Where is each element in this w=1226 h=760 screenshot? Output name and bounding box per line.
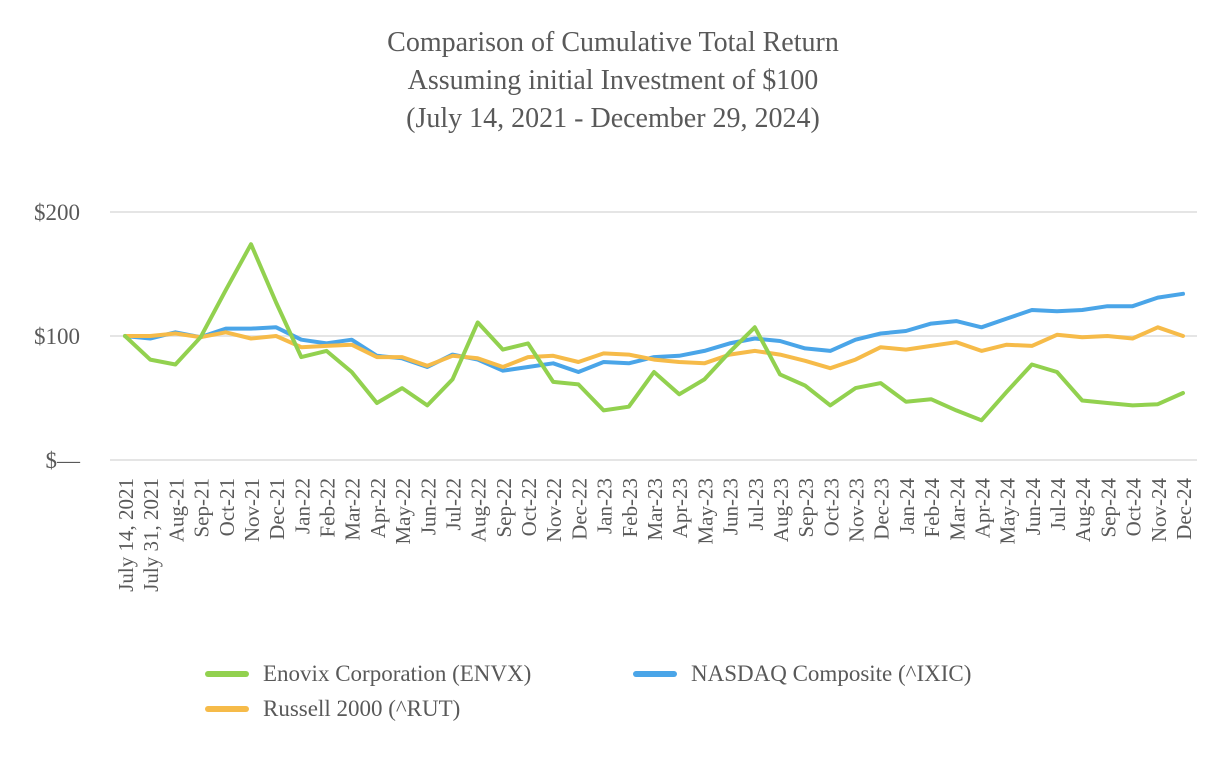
x-axis-tick-label: Mar-24 (945, 478, 969, 541)
x-axis-tick-label: May-22 (391, 478, 415, 545)
x-axis-tick-label: July 14, 2021 (114, 478, 138, 592)
legend-item-nasdaq-composite-ixic: NASDAQ Composite (^IXIC) (633, 661, 972, 686)
x-axis-tick-label: Nov-24 (1147, 478, 1171, 543)
x-axis-tick-label: Mar-22 (341, 478, 365, 541)
legend-item-enovix-corporation-envx: Enovix Corporation (ENVX) (205, 661, 532, 686)
x-axis-tick-label: Aug-24 (1071, 478, 1095, 543)
x-axis-tick-label: Jun-23 (719, 478, 743, 535)
x-axis-tick-label: Jan-24 (895, 478, 919, 534)
x-axis-tick-label: Feb-23 (618, 478, 642, 538)
x-axis-tick-label: Feb-22 (316, 478, 340, 538)
x-axis-tick-label: Mar-23 (643, 478, 667, 541)
x-axis-tick-label: Sep-22 (492, 478, 516, 537)
x-axis-tick-label: May-24 (996, 478, 1020, 545)
chart-title-line-3: (July 14, 2021 - December 29, 2024) (406, 103, 820, 134)
y-axis-tick-label: $200 (34, 200, 80, 225)
y-axis-tick-label: $— (46, 448, 82, 473)
x-axis-tick-label: Jan-23 (593, 478, 617, 534)
x-axis-tick-label: Dec-23 (870, 478, 894, 540)
x-axis-tick-label: Sep-23 (794, 478, 818, 538)
x-axis-tick-label: Oct-23 (819, 478, 843, 536)
x-axis-tick-label: Nov-21 (240, 478, 264, 542)
chart-title: Comparison of Cumulative Total Return As… (0, 24, 1226, 138)
x-axis-tick-label: Jun-24 (1021, 478, 1045, 536)
x-axis-tick-label: Feb-24 (920, 478, 944, 538)
x-axis-tick-label: Dec-24 (1172, 478, 1196, 540)
legend-swatch-icon (205, 671, 249, 677)
x-axis-tick-label: Jan-22 (290, 478, 314, 534)
legend-item-russell-2000-rut: Russell 2000 (^RUT) (205, 696, 461, 721)
x-axis-tick-label: Nov-22 (542, 478, 566, 542)
russell-2000-rut-line (123, 325, 1185, 371)
chart-title-line-1: Comparison of Cumulative Total Return (387, 27, 839, 58)
x-axis-tick-label: Apr-24 (970, 478, 994, 539)
x-axis-tick-label: Jul-22 (441, 478, 465, 531)
legend-label: NASDAQ Composite (^IXIC) (691, 661, 972, 686)
legend-swatch-icon (205, 706, 249, 712)
legend-swatch-icon (633, 671, 677, 677)
x-axis-tick-label: Aug-23 (769, 478, 793, 542)
x-axis-tick-label: May-23 (693, 478, 717, 545)
x-axis-tick-label: Dec-21 (265, 478, 289, 540)
x-axis-tick-label: Jul-23 (744, 478, 768, 531)
x-axis-tick-label: Apr-23 (668, 478, 692, 538)
enovix-corporation-envx-line (123, 242, 1185, 423)
nasdaq-composite-ixic-line (123, 291, 1185, 374)
legend-label: Russell 2000 (^RUT) (263, 696, 461, 721)
x-axis-tick-label: Aug-21 (164, 478, 188, 542)
x-axis-tick-label: Sep-21 (190, 478, 214, 538)
x-axis-tick-label: July 31, 2021 (139, 478, 163, 592)
x-axis-tick-label: Aug-22 (467, 478, 491, 542)
x-axis-tick-label: Oct-22 (517, 478, 541, 536)
x-axis-tick-label: Oct-24 (1122, 478, 1146, 537)
x-axis-tick-label: Sep-24 (1096, 478, 1120, 538)
x-axis-tick-label: Jun-22 (416, 478, 440, 535)
legend-label: Enovix Corporation (ENVX) (263, 661, 532, 686)
y-axis-tick-label: $100 (34, 324, 80, 349)
x-axis-tick-label: Dec-22 (567, 478, 591, 540)
x-axis-tick-label: Apr-22 (366, 478, 390, 538)
chart-title-line-2: Assuming initial Investment of $100 (407, 65, 819, 96)
x-axis-tick-label: Nov-23 (845, 478, 869, 542)
x-axis-tick-label: Oct-21 (215, 478, 239, 536)
x-axis-tick-label: Jul-24 (1046, 478, 1070, 531)
